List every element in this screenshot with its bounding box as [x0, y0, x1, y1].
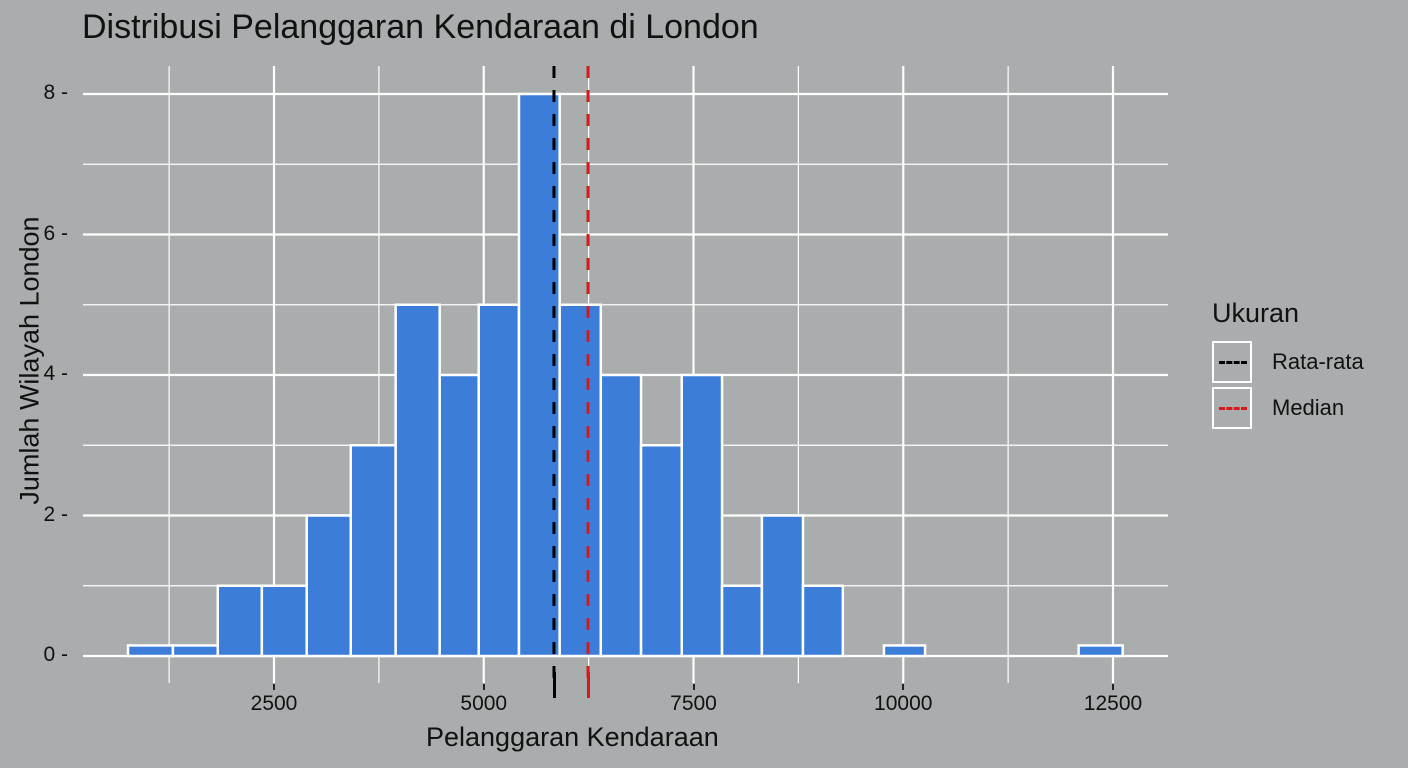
y-tick-label: 2 -: [43, 502, 68, 526]
histogram-bar: [720, 584, 764, 658]
dashed-line-icon: [1212, 387, 1252, 429]
x-tick-mark: [902, 684, 905, 690]
histogram-bar: [260, 584, 308, 658]
histogram-plot: [83, 66, 1168, 683]
histogram-bar: [882, 644, 927, 658]
histogram-bar: [438, 373, 480, 658]
x-tick-mark: [692, 684, 695, 690]
histogram-bar: [171, 644, 220, 658]
legend: Ukuran Rata-rata Median: [1212, 298, 1364, 431]
x-tick-label: 2500: [250, 692, 298, 715]
histogram-bar: [216, 584, 264, 658]
y-tick-label: 6 -: [43, 221, 68, 245]
dashed-line-icon: [1212, 341, 1252, 383]
x-tick-label: 7500: [670, 692, 717, 715]
legend-item-median: Median: [1212, 385, 1364, 431]
histogram-bar: [639, 444, 684, 658]
histogram-bar: [760, 514, 805, 658]
x-tick-mark: [273, 684, 275, 690]
histogram-bar: [1077, 644, 1124, 658]
histogram-bar: [349, 444, 397, 658]
x-tick-label: 5000: [460, 692, 508, 715]
x-axis-label: Pelanggaran Kendaraan: [426, 722, 719, 752]
legend-label: Median: [1272, 395, 1345, 420]
y-axis-label: Jumlah Wilayah London: [14, 216, 45, 505]
legend-item-mean: Rata-rata: [1212, 339, 1364, 385]
reference-line-tail: [587, 672, 591, 698]
x-tick-mark: [1112, 684, 1114, 690]
histogram-bar: [801, 584, 845, 658]
plot-panel: [83, 66, 1168, 683]
chart-title: Distribusi Pelanggaran Kendaraan di Lond…: [82, 8, 759, 46]
histogram-bar: [558, 303, 603, 658]
histogram-bar: [599, 373, 643, 658]
y-tick-label: 8 -: [43, 81, 68, 104]
histogram-bar: [126, 644, 175, 658]
x-tick-label: 10000: [874, 692, 933, 715]
y-tick-label: 4 -: [43, 362, 68, 385]
histogram-bar: [394, 303, 441, 658]
y-tick-label: 0 -: [43, 643, 68, 666]
histogram-bar: [305, 514, 353, 658]
reference-line-tail: [552, 672, 556, 698]
legend-label: Rata-rata: [1272, 349, 1364, 374]
x-tick-label: 12500: [1083, 692, 1143, 715]
x-tick-mark: [482, 684, 485, 690]
histogram-bar: [477, 303, 521, 658]
legend-title: Ukuran: [1212, 298, 1300, 328]
histogram-bar: [680, 373, 724, 658]
